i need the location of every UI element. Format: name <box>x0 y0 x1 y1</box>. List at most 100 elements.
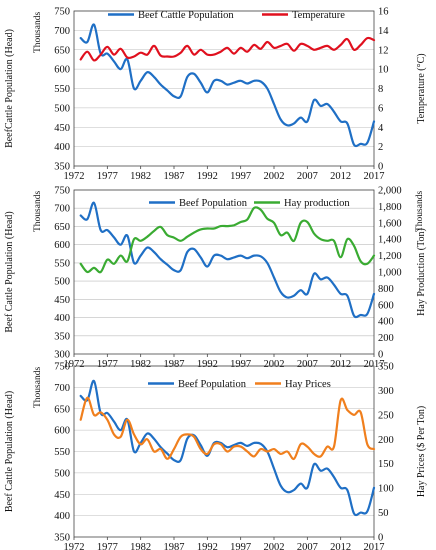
y2-tick-label: 350 <box>378 362 394 373</box>
right-unit-label: Thousands <box>415 191 425 232</box>
x-tick-label: 1977 <box>97 542 118 550</box>
y2-tick-label: 1,400 <box>378 235 402 246</box>
y2-tick-label: 800 <box>378 284 394 295</box>
legend-label: Beef Population <box>178 379 247 390</box>
x-tick-label: 2002 <box>264 359 285 370</box>
series-line-2 <box>79 206 376 274</box>
y-tick-label: 650 <box>54 404 70 415</box>
x-tick-label: 1992 <box>197 359 218 370</box>
y2-tick-label: 0 <box>378 162 383 173</box>
y2-tick-label: 4 <box>378 123 384 134</box>
x-tick-label: 1977 <box>97 171 118 182</box>
y2-tick-label: 12 <box>378 45 389 56</box>
x-tick-label: 2012 <box>330 171 351 182</box>
x-tick-label: 1997 <box>230 359 251 370</box>
y-tick-label: 700 <box>54 383 70 394</box>
x-tick-label: 2012 <box>330 359 351 370</box>
x-tick-label: 1987 <box>164 359 185 370</box>
x-tick-label: 1997 <box>230 171 251 182</box>
y2-axis-title: Hay Prices ($ Per Ton) <box>416 406 427 497</box>
y-tick-label: 700 <box>54 26 70 37</box>
y-tick-label: 700 <box>54 204 70 215</box>
y-tick-label: 450 <box>54 295 70 306</box>
x-tick-label: 1992 <box>197 542 218 550</box>
y-tick-label: 500 <box>54 277 70 288</box>
series-line-2 <box>79 396 376 460</box>
x-tick-label: 2002 <box>264 171 285 182</box>
y-tick-label: 750 <box>54 186 70 197</box>
y-tick-label: 300 <box>54 350 70 361</box>
y-tick-label: 350 <box>54 533 70 544</box>
x-tick-label: 1982 <box>130 359 151 370</box>
y-tick-label: 500 <box>54 103 70 114</box>
y2-axis-title: Temperature (°C) <box>416 53 427 123</box>
x-tick-label: 2017 <box>364 542 385 550</box>
y2-tick-label: 1,800 <box>378 202 402 213</box>
y-tick-label: 600 <box>54 240 70 251</box>
y-tick-label: 500 <box>54 468 70 479</box>
x-tick-label: 2007 <box>297 359 318 370</box>
y-tick-label: 450 <box>54 490 70 501</box>
y-tick-label: 550 <box>54 258 70 269</box>
x-tick-label: 1977 <box>97 359 118 370</box>
y-tick-label: 600 <box>54 65 70 76</box>
y2-tick-label: 1,600 <box>378 218 402 229</box>
x-tick-label: 2017 <box>364 171 385 182</box>
x-tick-label: 2007 <box>297 542 318 550</box>
x-tick-label: 1972 <box>64 171 85 182</box>
left-unit-label: Thousands <box>33 191 43 232</box>
y-tick-label: 550 <box>54 84 70 95</box>
x-tick-label: 1972 <box>64 359 85 370</box>
chart-panel-3: 3504004505005506006507007500501001502002… <box>4 362 427 550</box>
y-axis-title: Beef Cattle Population (Head) <box>4 391 15 512</box>
series-line-2 <box>79 36 376 62</box>
x-tick-label: 1992 <box>197 171 218 182</box>
y-tick-label: 450 <box>54 123 70 134</box>
y-tick-label: 650 <box>54 222 70 233</box>
y-tick-label: 400 <box>54 511 70 522</box>
x-tick-label: 2002 <box>264 542 285 550</box>
legend-label: Beef Cattle Population <box>138 10 234 21</box>
y2-tick-label: 200 <box>378 333 394 344</box>
legend-label: Beef Population <box>179 198 248 209</box>
series-line-1 <box>79 379 376 517</box>
chart-panel-1: 350 400 450 500 550 600 650 700 750 0 2 4 6 8 10 12 14 16… <box>4 7 427 183</box>
y2-tick-label: 8 <box>378 84 383 95</box>
y2-tick-label: 14 <box>378 26 389 37</box>
y2-tick-label: 1,200 <box>378 251 402 262</box>
y2-tick-label: 100 <box>378 484 394 495</box>
y2-tick-label: 1,000 <box>378 268 402 279</box>
x-tick-label: 1997 <box>230 542 251 550</box>
y2-tick-label: 300 <box>378 386 394 397</box>
y2-tick-label: 50 <box>378 508 389 519</box>
y-tick-label: 350 <box>54 162 70 173</box>
left-unit-label: Thousands <box>33 367 43 408</box>
x-tick-label: 1987 <box>164 171 185 182</box>
y2-tick-label: 16 <box>378 7 389 18</box>
x-tick-label: 2012 <box>330 542 351 550</box>
y2-tick-label: 0 <box>378 533 383 544</box>
y2-tick-label: 400 <box>378 317 394 328</box>
series-line-1 <box>79 201 376 319</box>
y2-tick-label: 6 <box>378 103 383 114</box>
y2-axis-title: Hay Production (Ton) <box>416 228 427 316</box>
y-tick-label: 400 <box>54 313 70 324</box>
y2-tick-label: 2,000 <box>378 186 402 197</box>
x-tick-label: 2007 <box>297 171 318 182</box>
y-axis-title: Beef Cattle Population (Head) <box>4 211 15 332</box>
x-tick-label: 1987 <box>164 542 185 550</box>
chart-panel-2: 300 350 400 450 500 550 600 650 700 750 0 200 400 600… <box>4 186 427 371</box>
left-unit-label: Thousands <box>33 12 43 53</box>
x-tick-label: 1982 <box>130 171 151 182</box>
y-tick-label: 550 <box>54 447 70 458</box>
plot-frame <box>73 365 375 538</box>
plot-frame <box>73 10 375 167</box>
y-tick-label: 400 <box>54 142 70 153</box>
y-axis-title: BeefCattle Population (Head) <box>4 29 15 148</box>
y-tick-label: 350 <box>54 331 70 342</box>
plot-frame <box>73 189 375 355</box>
legend-label: Hay production <box>284 198 350 209</box>
y2-tick-label: 600 <box>378 300 394 311</box>
y-tick-label: 650 <box>54 45 70 56</box>
